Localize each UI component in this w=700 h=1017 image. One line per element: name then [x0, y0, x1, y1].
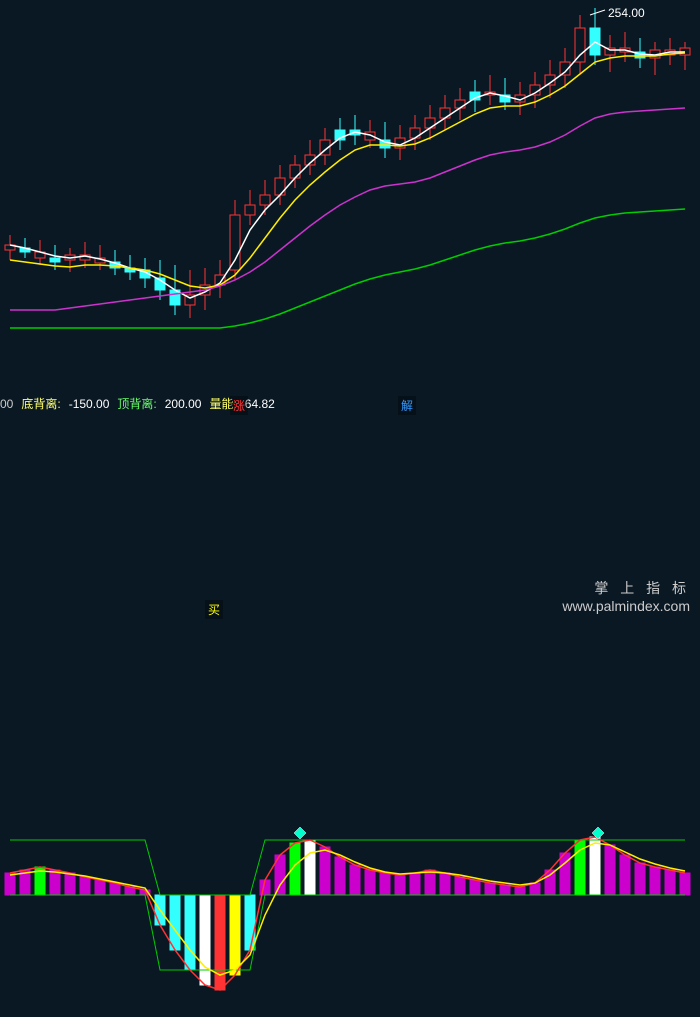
candlestick-chart: [0, 0, 700, 390]
main-chart[interactable]: 254.00: [0, 0, 700, 390]
watermark-title: 掌 上 指 标: [562, 578, 690, 598]
watermark: 掌 上 指 标 www.palmindex.com: [562, 578, 690, 614]
price-callout: 254.00: [608, 6, 645, 20]
indicator-chart: [0, 790, 700, 1017]
watermark-url: www.palmindex.com: [562, 598, 690, 614]
